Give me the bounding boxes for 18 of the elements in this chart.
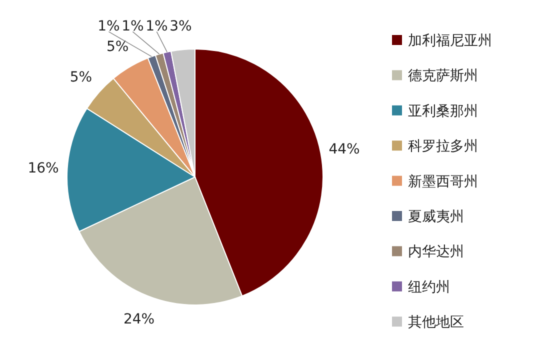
- legend-label: 德克萨斯州: [408, 68, 478, 84]
- data-label: 5%: [70, 69, 92, 86]
- legend-label: 科罗拉多州: [408, 138, 478, 155]
- data-label: 5%: [106, 39, 129, 56]
- legend-label: 纽约州: [408, 279, 450, 296]
- data-label: 16%: [28, 160, 59, 176]
- legend-label: 其他地区: [408, 314, 464, 331]
- legend-label: 内华达州: [408, 244, 464, 260]
- data-label: 1%: [146, 18, 168, 35]
- legend-label: 加利福尼亚州: [408, 33, 492, 49]
- data-label: 1%: [98, 18, 120, 35]
- legend-label: 新墨西哥州: [408, 174, 478, 190]
- data-label: 3%: [170, 18, 192, 35]
- legend-label: 亚利桑那州: [408, 103, 478, 120]
- legend-label: 夏威夷州: [408, 209, 464, 225]
- data-label: 44%: [328, 142, 360, 158]
- data-label: 24%: [123, 311, 155, 328]
- data-label: 1%: [122, 18, 144, 35]
